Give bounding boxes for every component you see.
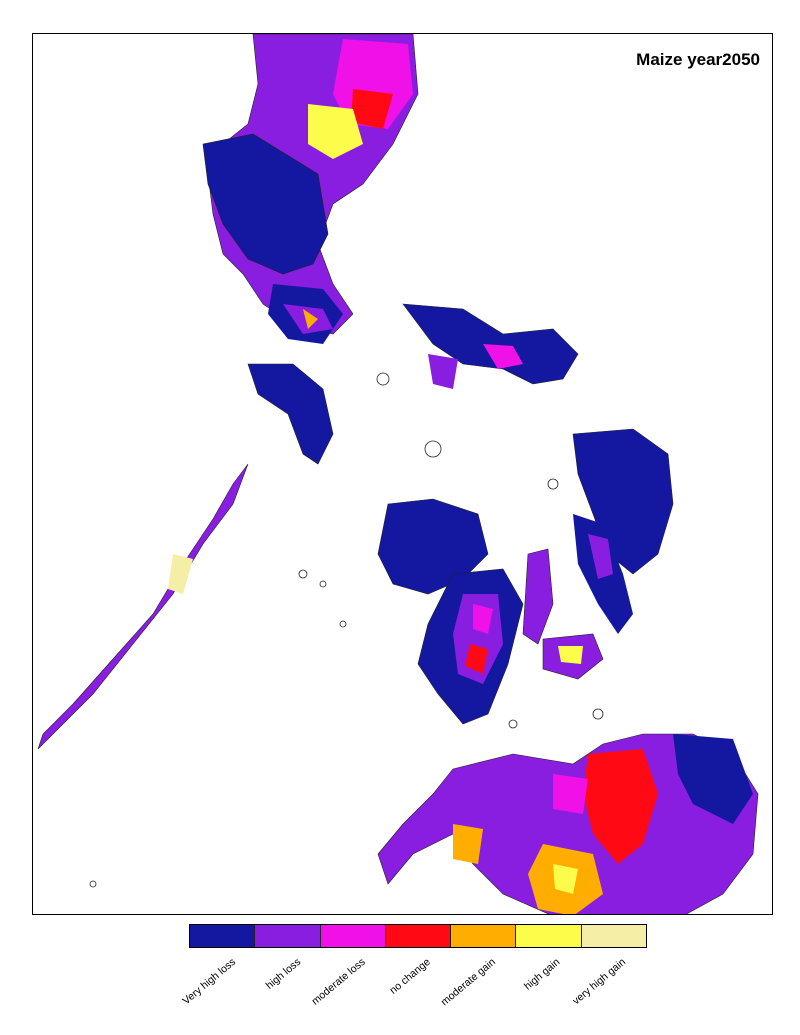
bicol-region (402, 303, 579, 389)
legend-label-high-gain: high gain (522, 956, 563, 993)
mindanao-region (377, 733, 759, 914)
legend-label-very-high-loss: Very high loss (179, 956, 238, 1008)
legend-swatch-very-high-loss (190, 925, 256, 947)
legend-swatch-moderate-loss (320, 925, 386, 947)
map-title: Maize year2050 (636, 50, 760, 69)
cebu-bohol-region (522, 548, 604, 680)
small-islands (89, 372, 604, 888)
samar-leyte-region (572, 428, 674, 634)
mindoro-region (247, 363, 334, 465)
legend-swatch-very-high-gain (581, 925, 646, 947)
palawan-region (37, 463, 249, 750)
legend-label-very-high-gain: very high gain (569, 956, 628, 1008)
legend-label-high-loss: high loss (263, 956, 303, 992)
luzon-region (202, 34, 419, 344)
legend-swatch-high-loss (255, 925, 321, 947)
map-frame: Maize year2050 (32, 33, 773, 915)
legend-swatch-high-gain (516, 925, 582, 947)
legend-label-no-change: no change (387, 956, 433, 997)
legend-swatch-no-change (385, 925, 452, 947)
legend-label-moderate-gain: moderate gain (438, 956, 498, 1009)
philippines-map (37, 34, 759, 914)
legend-label-moderate-loss: moderate loss (309, 956, 368, 1008)
color-legend (189, 924, 647, 948)
legend-swatch-moderate-gain (451, 925, 517, 947)
negros-region (417, 568, 524, 725)
